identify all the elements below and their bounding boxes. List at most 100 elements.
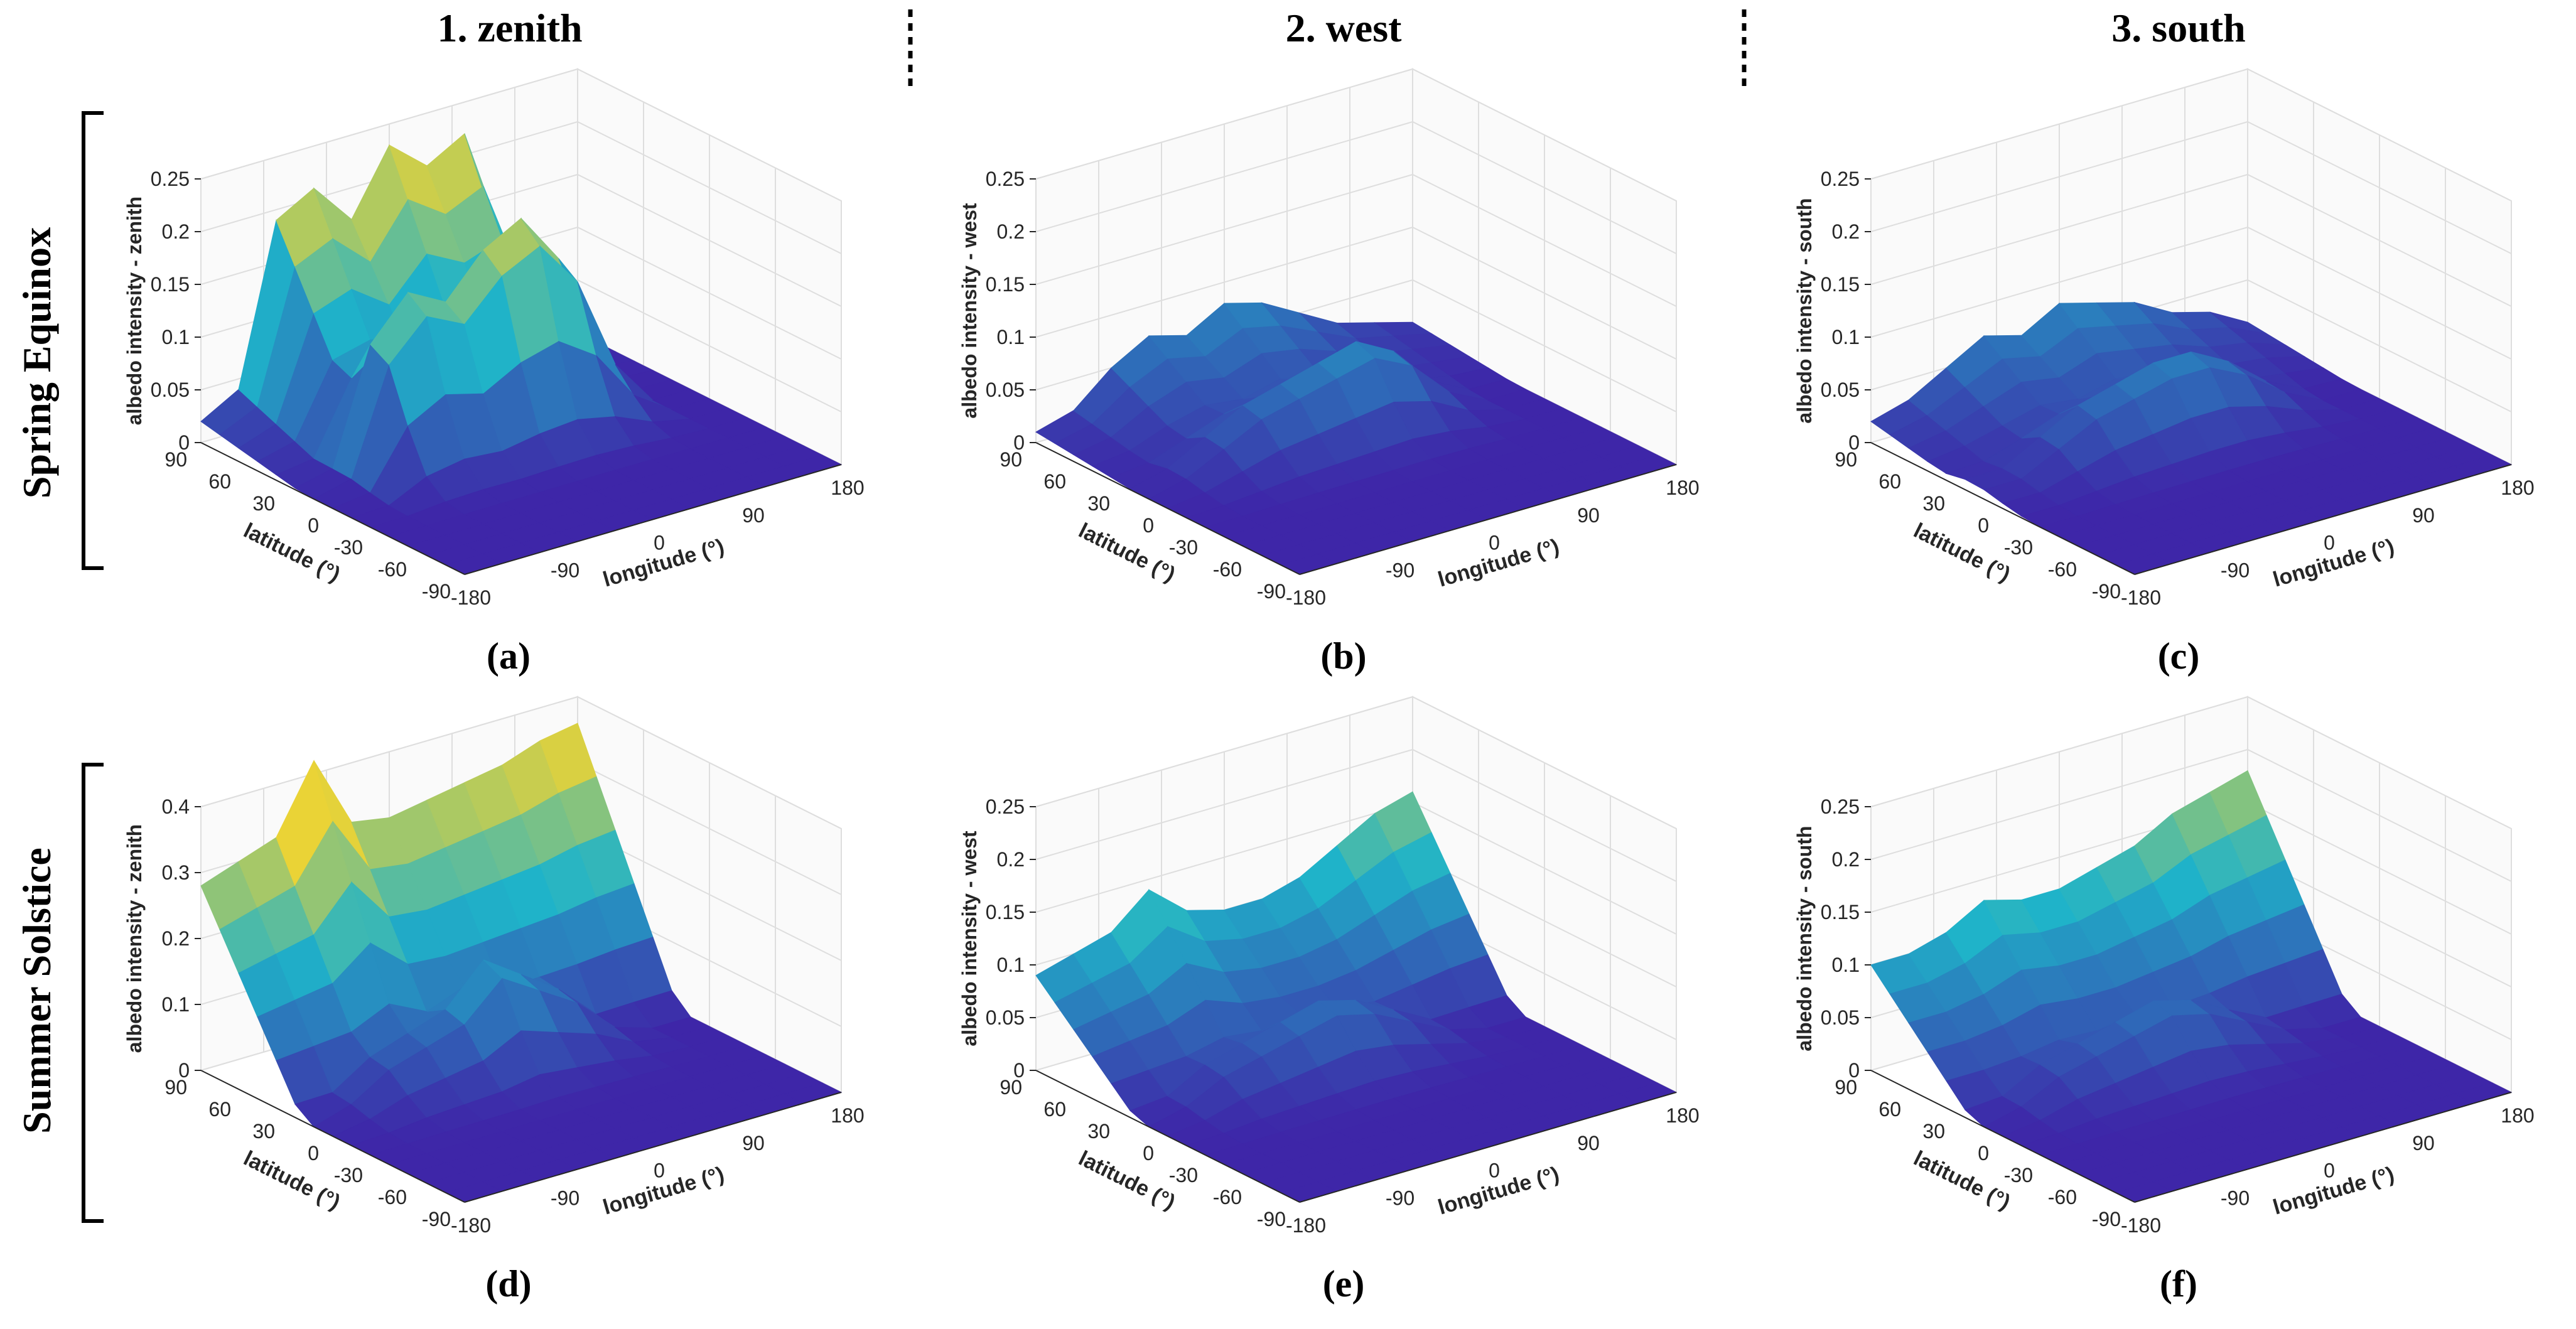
lat-tick-label: 0: [1978, 514, 1989, 537]
lat-axis-line: [200, 1070, 465, 1203]
z-tick-label: 0.2: [997, 220, 1025, 243]
lat-tick-label: 30: [252, 492, 275, 515]
row-bracket: [82, 763, 104, 1223]
lat-tick-label: -30: [2004, 536, 2033, 559]
z-tick-label: 0.05: [151, 379, 190, 401]
z-tick-label: 0.1: [997, 954, 1025, 976]
z-tick-label: 0.1: [1832, 326, 1860, 348]
z-tick-label: 0.05: [986, 1006, 1025, 1029]
lon-tick-label: 180: [2501, 1104, 2534, 1127]
lon-tick-label: 180: [1666, 476, 1699, 499]
lat-axis-line: [200, 442, 465, 575]
lon-tick-label: 90: [2412, 1132, 2435, 1154]
panel-label: (a): [487, 635, 531, 677]
z-tick-label: 0.2: [162, 220, 190, 243]
lon-tick-label: 180: [2501, 476, 2534, 499]
z-tick-label: 0: [178, 431, 190, 454]
lon-tick-label: -180: [2121, 1214, 2161, 1237]
z-tick-label: 0.15: [1821, 901, 1860, 923]
z-tick-label: 0.3: [162, 861, 190, 884]
z-tick-label: 0.25: [1821, 795, 1860, 818]
lat-tick-label: -90: [1257, 580, 1286, 603]
lon-axis-line: [2134, 1092, 2512, 1203]
lon-tick-label: 90: [742, 504, 765, 527]
z-gridline: [200, 696, 842, 829]
lat-tick-label: -60: [2048, 558, 2077, 581]
lat-tick-label: -60: [2048, 1186, 2077, 1208]
surface: [1035, 791, 1678, 1203]
z-tick-label: 0.2: [1832, 848, 1860, 871]
z-tick-label: 0.1: [997, 326, 1025, 348]
lat-tick-label: -30: [2004, 1164, 2033, 1186]
lat-tick-label: -30: [1169, 536, 1198, 559]
lat-tick-label: 30: [1087, 1120, 1110, 1143]
panel-d: 0 0.1 0.2 0.3 0.4 albedo intensity - zenith 90…: [123, 696, 865, 1305]
lat-tick-label: 0: [1978, 1142, 1989, 1165]
lat-axis-label: latitude (°): [1075, 1146, 1179, 1215]
lat-tick-label: 30: [1922, 492, 1945, 515]
lon-tick-label: 90: [1577, 1132, 1600, 1154]
row-label-spring-equinox: Spring Equinox: [14, 227, 59, 498]
z-tick-label: 0.15: [986, 273, 1025, 296]
column-header-zenith: 1. zenith: [437, 6, 582, 50]
z-tick-label: 0.15: [986, 901, 1025, 923]
z-tick-label: 0: [1848, 1059, 1860, 1082]
lat-axis-line: [1870, 1070, 2135, 1203]
lat-tick-label: 60: [1043, 1098, 1066, 1121]
row-label-summer-solstice: Summer Solstice: [14, 847, 59, 1134]
z-axis-label: albedo intensity - zenith: [123, 196, 146, 425]
z-axis: 0 0.1 0.2 0.3 0.4 albedo intensity - zenith: [123, 795, 201, 1082]
lat-tick-label: 60: [1878, 470, 1901, 493]
lat-tick-label: -90: [422, 1208, 451, 1230]
lon-tick-label: 90: [2412, 504, 2435, 527]
lat-axis-line: [1035, 1070, 1300, 1203]
z-tick-label: 0: [1013, 1059, 1025, 1082]
lat-tick-label: 90: [1000, 448, 1022, 471]
z-tick-label: 0: [1848, 431, 1860, 454]
lat-tick-label: 90: [1000, 1076, 1022, 1099]
z-tick-label: 0.1: [162, 326, 190, 348]
lon-tick-label: 90: [742, 1132, 765, 1154]
z-tick-label: 0.1: [1832, 954, 1860, 976]
z-tick-label: 0.05: [1821, 1006, 1860, 1029]
lat-axis-label: latitude (°): [240, 519, 344, 587]
z-tick-label: 0.25: [151, 168, 190, 190]
lat-tick-label: 90: [1835, 448, 1857, 471]
surface: [1870, 301, 2513, 575]
lon-axis-line: [1299, 1092, 1677, 1203]
lon-tick-label: 180: [831, 1104, 864, 1127]
lon-tick-label: 90: [1577, 504, 1600, 527]
lon-axis-line: [1299, 464, 1677, 575]
lat-axis-label: latitude (°): [1910, 519, 2014, 587]
surface: [1870, 770, 2513, 1203]
z-tick-label: 0.25: [986, 795, 1025, 818]
lat-tick-label: 90: [164, 448, 187, 471]
z-tick-label: 0.25: [986, 168, 1025, 190]
z-tick-label: 0.2: [162, 927, 190, 950]
z-tick-label: 0: [1013, 431, 1025, 454]
lat-tick-label: 90: [164, 1076, 187, 1099]
z-tick-label: 0.2: [1832, 220, 1860, 243]
z-tick-label: 0.05: [986, 379, 1025, 401]
z-tick-label: 0: [178, 1059, 190, 1082]
lon-tick-label: 180: [1666, 1104, 1699, 1127]
lon-tick-label: -90: [551, 559, 579, 581]
z-axis-label: albedo intensity - zenith: [123, 824, 146, 1053]
z-gridline: [1035, 696, 1677, 829]
lon-tick-label: -180: [451, 1214, 491, 1237]
surface: [200, 723, 843, 1203]
column-header-south: 3. south: [2111, 6, 2245, 50]
lat-tick-label: 90: [1835, 1076, 1857, 1099]
lat-tick-label: 30: [1922, 1120, 1945, 1143]
z-tick-label: 0.15: [151, 273, 190, 296]
lat-tick-label: -60: [1213, 558, 1242, 581]
